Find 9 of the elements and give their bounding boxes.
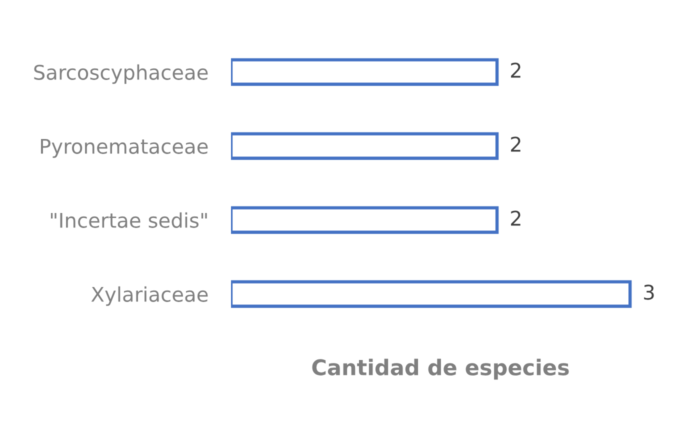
data-label: 3 (644, 284, 654, 300)
data-label: 2 (511, 136, 520, 152)
y-tick-label: Xylariaceae (91, 286, 208, 306)
x-axis-title: Cantidad de especies (312, 358, 569, 380)
y-tick-label: Sarcoscyphaceae (34, 64, 208, 84)
data-label: 2 (511, 210, 520, 226)
y-tick-label: Pyronemataceae (40, 138, 208, 158)
data-label: 2 (511, 62, 520, 78)
y-tick-label: "Incertae sedis" (50, 212, 207, 228)
